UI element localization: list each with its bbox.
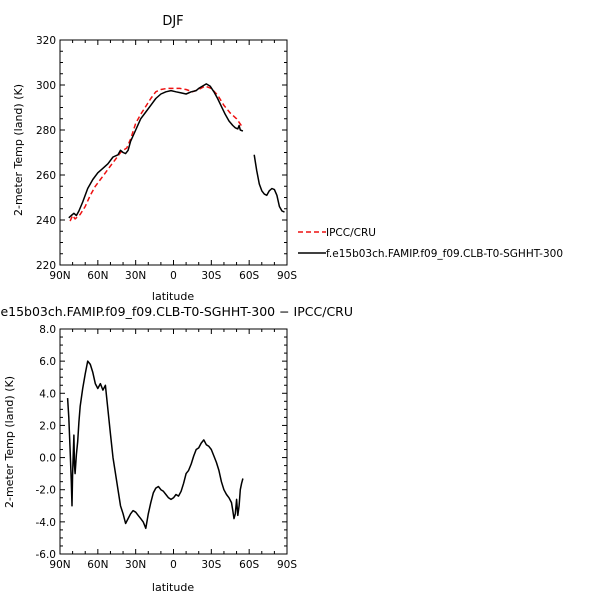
x-tick-label: 0 xyxy=(170,559,177,571)
plot-frame xyxy=(59,328,288,555)
x-tick-label: 90S xyxy=(277,559,297,571)
legend-label-ipcc-cru: IPCC/CRU xyxy=(326,227,376,239)
series-line-0-segment-0 xyxy=(66,360,244,530)
x-axis-label: latitude xyxy=(152,290,194,303)
legend-label-model: f.e15b03ch.FAMIP.f09_f09.CLB-T0-SGHHT-30… xyxy=(326,248,563,260)
plot-frame xyxy=(59,39,288,266)
y-tick-label: 280 xyxy=(36,125,56,137)
x-tick-label: 90N xyxy=(49,559,70,571)
y-tick-label: 0.0 xyxy=(39,453,56,465)
y-axis-label: 2-meter Temp (land) (K) xyxy=(12,84,25,216)
y-tick-label: 8.0 xyxy=(39,324,56,336)
temperature-chart: DJF 2-meter Temp (land) (K) latitude 90N… xyxy=(12,14,563,303)
x-tick-label: 60S xyxy=(239,270,259,282)
y-tick-label: -4.0 xyxy=(36,517,57,529)
y-tick-label: -6.0 xyxy=(36,549,57,561)
x-axis-label: latitude xyxy=(152,581,194,594)
series-group xyxy=(66,360,244,530)
series-line-1-segment-1 xyxy=(253,154,285,213)
y-tick-label: 300 xyxy=(36,80,56,92)
x-tick-label: 60N xyxy=(87,270,108,282)
axis-ticks: 90N 60N 30N 0 30S 60S 90S 220 240 260 280 300 320 xyxy=(36,35,297,282)
series-line-1-segment-0 xyxy=(68,83,244,219)
y-tick-label: -2.0 xyxy=(36,485,57,497)
y-tick-label: 2.0 xyxy=(39,420,56,432)
axis-ticks: 90N 60N 30N 0 30S 60S 90S -6.0 -4.0 -2.0 0.0 2.0 4.0… xyxy=(36,324,298,571)
y-tick-label: 4.0 xyxy=(39,388,56,400)
y-axis-label: 2-meter Temp (land) (K) xyxy=(3,376,16,508)
series-group xyxy=(68,83,285,222)
chart-title: DJF xyxy=(162,14,183,29)
x-tick-label: 0 xyxy=(170,270,177,282)
y-tick-label: 320 xyxy=(36,35,56,47)
x-tick-label: 90S xyxy=(277,270,297,282)
y-tick-label: 6.0 xyxy=(39,356,56,368)
y-tick-label: 240 xyxy=(36,215,56,227)
x-tick-label: 30S xyxy=(201,559,221,571)
y-tick-label: 260 xyxy=(36,170,56,182)
x-tick-label: 60N xyxy=(87,559,108,571)
difference-chart: f.e15b03ch.FAMIP.f09_f09.CLB-T0-SGHHT-30… xyxy=(0,304,353,594)
x-tick-label: 30N xyxy=(125,559,146,571)
y-tick-label: 220 xyxy=(36,260,56,272)
x-tick-label: 30N xyxy=(125,270,146,282)
series-line-0-segment-0 xyxy=(69,85,244,222)
x-tick-label: 90N xyxy=(49,270,70,282)
x-tick-label: 30S xyxy=(201,270,221,282)
chart-title: f.e15b03ch.FAMIP.f09_f09.CLB-T0-SGHHT-30… xyxy=(0,304,353,319)
x-tick-label: 60S xyxy=(239,559,259,571)
legend: IPCC/CRU f.e15b03ch.FAMIP.f09_f09.CLB-T0… xyxy=(298,227,563,260)
